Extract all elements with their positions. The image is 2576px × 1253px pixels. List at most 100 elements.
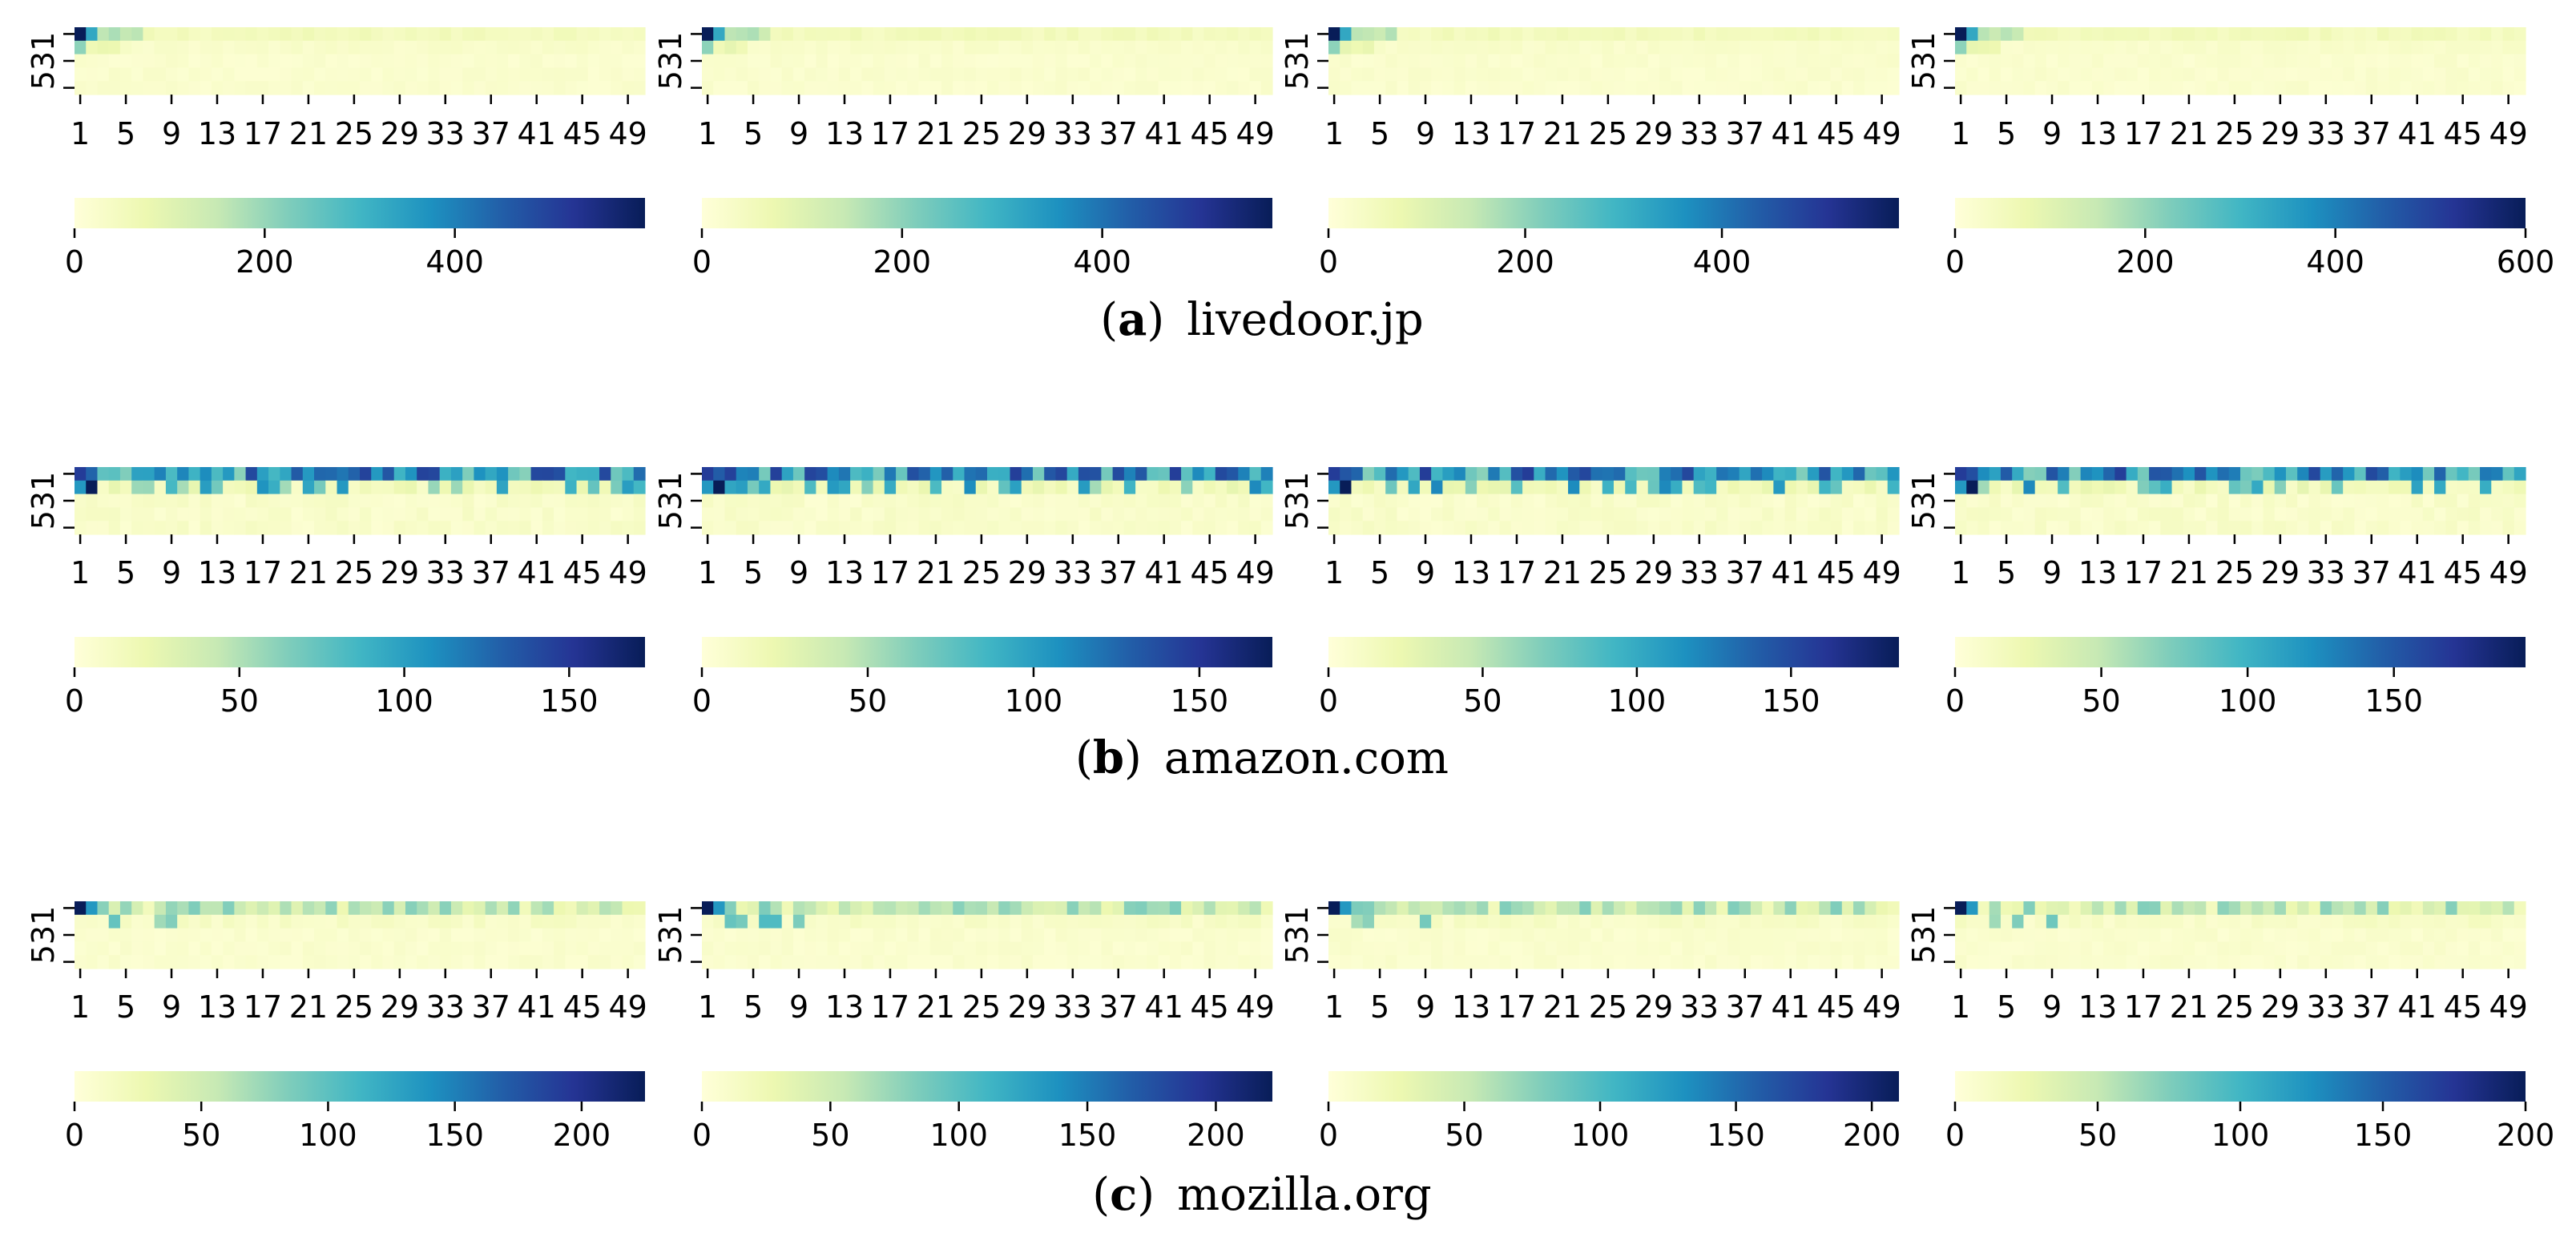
heatmap-cell bbox=[2502, 467, 2515, 481]
heatmap-cell bbox=[1328, 507, 1340, 522]
heatmap-cell bbox=[1488, 494, 1501, 508]
heatmap-cell bbox=[1397, 941, 1409, 956]
heatmap-cell bbox=[1078, 27, 1090, 42]
heatmap-cell bbox=[119, 54, 132, 68]
heatmap-cell bbox=[1249, 54, 1262, 68]
heatmap-cell bbox=[1477, 54, 1489, 68]
heatmap-cell bbox=[1169, 507, 1182, 522]
heatmap-cell bbox=[2023, 494, 2036, 508]
heatmap-cell bbox=[2480, 521, 2492, 535]
heatmap-cell bbox=[884, 67, 897, 82]
heatmap-cell bbox=[599, 67, 611, 82]
heatmap-cell bbox=[2046, 901, 2058, 916]
heatmap-cell bbox=[2251, 521, 2264, 535]
heatmap-cell bbox=[1373, 507, 1386, 522]
colorbar bbox=[75, 198, 645, 228]
heatmap-cell bbox=[1066, 955, 1079, 969]
heatmap-cell bbox=[1727, 67, 1740, 82]
heatmap-cell bbox=[1579, 467, 1592, 481]
heatmap-cell bbox=[1739, 901, 1752, 916]
heatmap-cell bbox=[1693, 467, 1706, 481]
heatmap-cell bbox=[1453, 507, 1466, 522]
heatmap-cell bbox=[2206, 81, 2219, 95]
heatmap-cell bbox=[2251, 27, 2264, 42]
heatmap-cell bbox=[2126, 507, 2139, 522]
heatmap-cell bbox=[2331, 467, 2344, 481]
heatmap-cell bbox=[371, 81, 384, 95]
heatmap-cell bbox=[2354, 901, 2367, 916]
heatmap-cell bbox=[759, 901, 772, 916]
heatmap-cell bbox=[1819, 67, 1832, 82]
heatmap-cell bbox=[587, 521, 600, 535]
heatmap-cell bbox=[2103, 494, 2115, 508]
heatmap-cell bbox=[1044, 81, 1057, 95]
heatmap-cell bbox=[1887, 27, 1900, 42]
colorbar-tick-label: 50 bbox=[182, 1118, 220, 1153]
heatmap-cell bbox=[428, 521, 441, 535]
heatmap-cell bbox=[1328, 467, 1340, 481]
heatmap-cell bbox=[2376, 521, 2389, 535]
heatmap-cell bbox=[1431, 494, 1443, 508]
heatmap-cell bbox=[1238, 494, 1251, 508]
heatmap-cell bbox=[2183, 40, 2195, 55]
heatmap-cell bbox=[1955, 507, 1967, 522]
heatmap-cell bbox=[1203, 507, 1216, 522]
heatmap-cell bbox=[1181, 67, 1193, 82]
heatmap-cell bbox=[792, 914, 805, 929]
heatmap-cell bbox=[1693, 67, 1706, 82]
heatmap-cell bbox=[838, 941, 851, 956]
heatmap-cell bbox=[314, 521, 326, 535]
heatmap-cell bbox=[838, 955, 851, 969]
heatmap-cell bbox=[314, 67, 326, 82]
heatmap-cell bbox=[1590, 54, 1603, 68]
heatmap-cell bbox=[1876, 941, 1889, 956]
heatmap-cell bbox=[1397, 914, 1409, 929]
heatmap-cell bbox=[1351, 914, 1364, 929]
heatmap-cell bbox=[964, 901, 977, 916]
heatmap-cell bbox=[736, 494, 748, 508]
heatmap-cell bbox=[2365, 941, 2378, 956]
heatmap-cell bbox=[1397, 521, 1409, 535]
heatmap-cell bbox=[1534, 54, 1546, 68]
heatmap-cell bbox=[1249, 955, 1262, 969]
heatmap-cell bbox=[1078, 901, 1090, 916]
heatmap-cell bbox=[1465, 27, 1477, 42]
x-tick-label: 1 bbox=[698, 989, 717, 1025]
heatmap-cell bbox=[211, 40, 224, 55]
heatmap-cell bbox=[1808, 67, 1820, 82]
heatmap-cell bbox=[953, 901, 965, 916]
colorbar-tick-label: 400 bbox=[425, 244, 484, 280]
heatmap-cell bbox=[747, 901, 760, 916]
heatmap-cell bbox=[1989, 81, 2002, 95]
heatmap-cell bbox=[234, 901, 247, 916]
heatmap-cell bbox=[314, 81, 326, 95]
heatmap-cell bbox=[1796, 507, 1808, 522]
heatmap-cell bbox=[1453, 955, 1466, 969]
heatmap-cell bbox=[371, 928, 384, 942]
heatmap-cell bbox=[97, 67, 110, 82]
heatmap-cell bbox=[314, 480, 326, 495]
heatmap-cell bbox=[2331, 914, 2344, 929]
heatmap-cell bbox=[941, 521, 953, 535]
heatmap-cell bbox=[804, 914, 816, 929]
heatmap-cell bbox=[2080, 494, 2093, 508]
heatmap-cell bbox=[1602, 914, 1615, 929]
heatmap-cell bbox=[1238, 955, 1251, 969]
heatmap-cell bbox=[587, 27, 600, 42]
heatmap-cell bbox=[792, 67, 805, 82]
heatmap-cell bbox=[1453, 521, 1466, 535]
heatmap-cell bbox=[2091, 507, 2104, 522]
heatmap-cell bbox=[496, 955, 509, 969]
heatmap-cell bbox=[2389, 480, 2401, 495]
heatmap-cell bbox=[918, 928, 931, 942]
heatmap-cell bbox=[462, 467, 474, 481]
heatmap-cell bbox=[2457, 27, 2469, 42]
x-tick-label: 29 bbox=[2261, 116, 2300, 151]
heatmap-cell bbox=[2434, 507, 2446, 522]
heatmap-cell bbox=[119, 955, 132, 969]
heatmap-cell bbox=[1123, 507, 1136, 522]
heatmap-cell bbox=[1853, 955, 1865, 969]
heatmap-cell bbox=[918, 914, 931, 929]
heatmap-cell bbox=[2114, 40, 2127, 55]
